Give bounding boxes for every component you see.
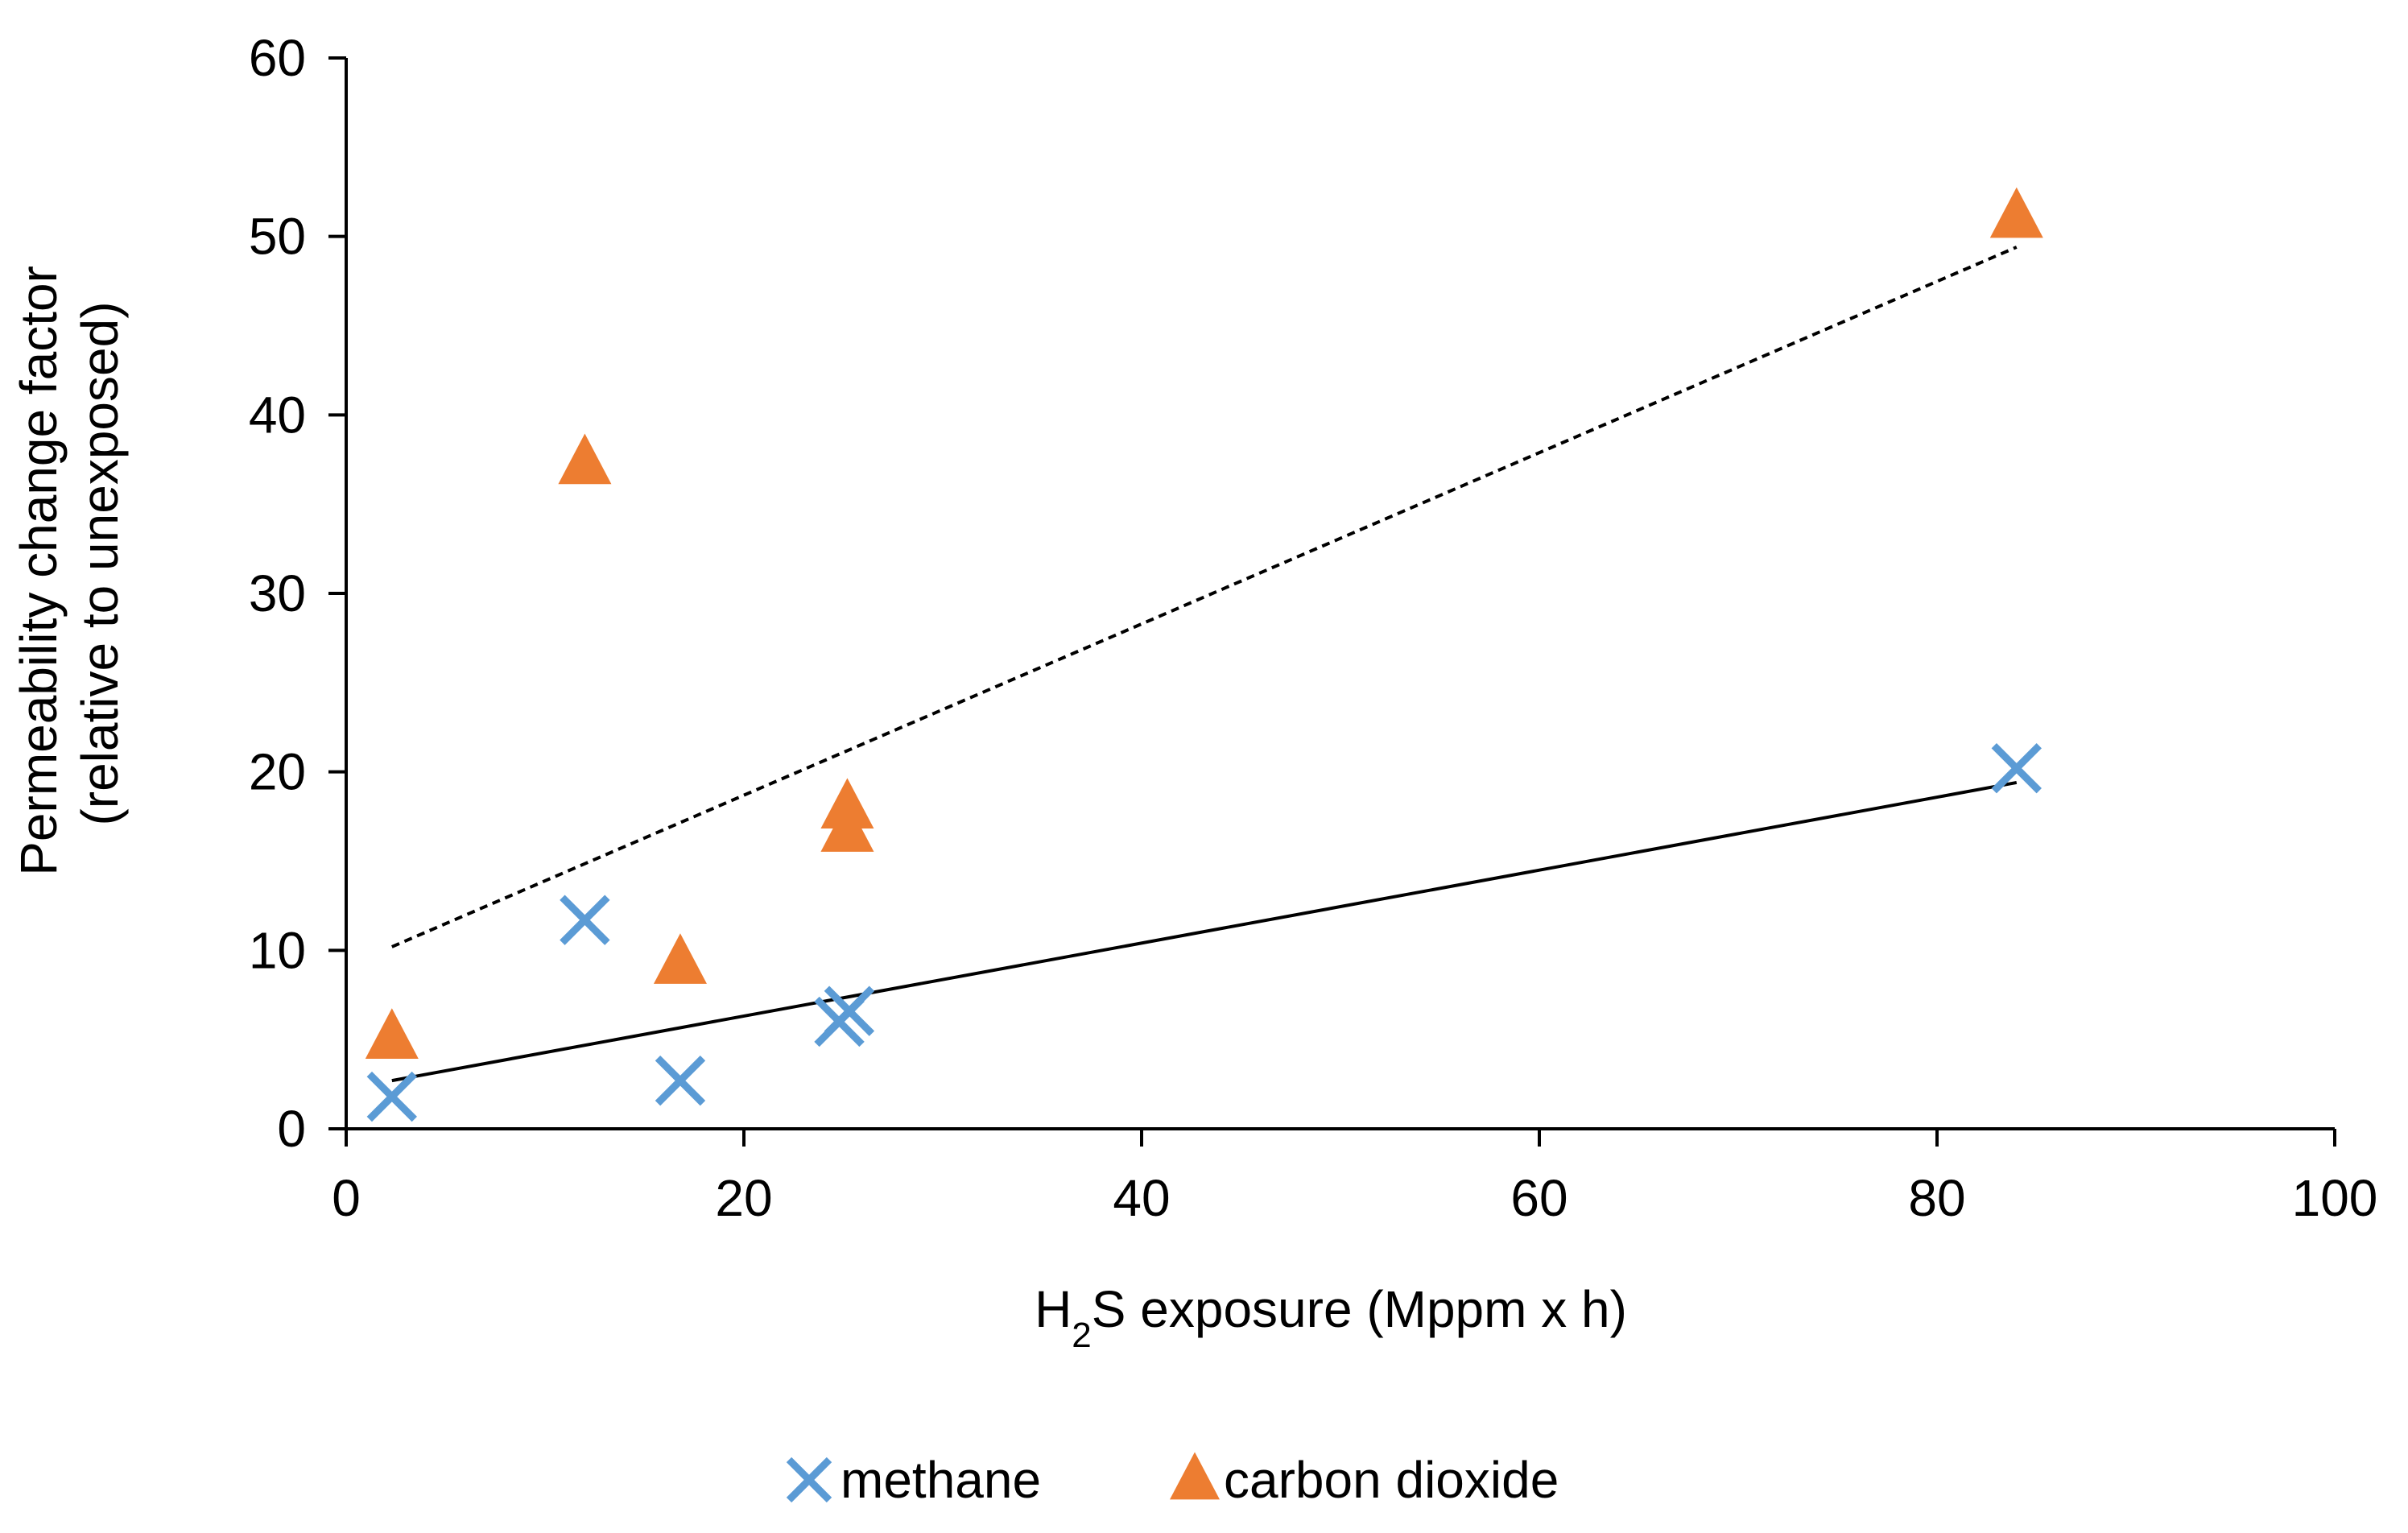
data-point-methane bbox=[1991, 743, 2042, 794]
data-point-carbon-dioxide bbox=[820, 778, 874, 829]
data-point-methane bbox=[655, 1055, 706, 1106]
legend-marker-carbon-dioxide bbox=[1170, 1452, 1220, 1500]
x-tick-label: 20 bbox=[715, 1169, 772, 1227]
legend-marker-methane bbox=[786, 1457, 832, 1503]
x-tick-label: 0 bbox=[332, 1169, 361, 1227]
y-axis-title-line-2: (relative to unexposed) bbox=[71, 301, 129, 825]
y-tick-label: 60 bbox=[249, 29, 306, 87]
x-tick-label: 100 bbox=[2292, 1169, 2378, 1227]
legend: methane carbon dioxide bbox=[786, 1451, 1559, 1509]
data-point-methane bbox=[824, 986, 875, 1036]
data-point-methane bbox=[366, 1071, 417, 1122]
x-tick-label: 60 bbox=[1510, 1169, 1567, 1227]
trendline-methane bbox=[391, 780, 2018, 1083]
x-tick-label: 80 bbox=[1908, 1169, 1965, 1227]
legend-label-carbon-dioxide: carbon dioxide bbox=[1224, 1451, 1559, 1509]
x-axis-title: H2S exposure (Mppm x h) bbox=[1035, 1280, 1627, 1355]
trendline-carbon-dioxide bbox=[391, 246, 2018, 948]
y-axis-title-line-1: Permeability change factor bbox=[10, 266, 68, 876]
y-tick-label: 0 bbox=[277, 1100, 306, 1158]
data-point-carbon-dioxide bbox=[558, 433, 612, 485]
legend-label-methane: methane bbox=[841, 1451, 1041, 1509]
y-axis-title: Permeability change factor (relative to … bbox=[10, 251, 129, 876]
plot-area: 0 10 20 30 40 50 60 0 20 40 60 80 100 bbox=[249, 29, 2378, 1227]
x-tick-label: 40 bbox=[1113, 1169, 1170, 1227]
data-point-carbon-dioxide bbox=[653, 933, 707, 984]
data-point-carbon-dioxide bbox=[1989, 187, 2043, 238]
y-tick-label: 40 bbox=[249, 386, 306, 444]
y-tick-label: 30 bbox=[249, 564, 306, 622]
y-tick-label: 20 bbox=[249, 743, 306, 801]
y-tick-label: 50 bbox=[249, 208, 306, 266]
data-point-carbon-dioxide bbox=[365, 1008, 419, 1059]
data-point-methane bbox=[560, 895, 610, 945]
y-tick-label: 10 bbox=[249, 921, 306, 979]
